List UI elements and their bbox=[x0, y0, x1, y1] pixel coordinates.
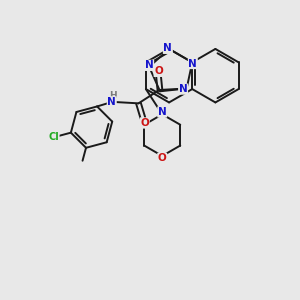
Text: N: N bbox=[179, 84, 188, 94]
Text: H: H bbox=[109, 91, 117, 100]
Text: O: O bbox=[140, 118, 149, 128]
Text: N: N bbox=[188, 58, 197, 68]
Text: Cl: Cl bbox=[48, 132, 59, 142]
Text: O: O bbox=[158, 153, 167, 163]
Text: N: N bbox=[145, 60, 154, 70]
Text: O: O bbox=[154, 66, 163, 76]
Text: N: N bbox=[164, 44, 172, 53]
Text: N: N bbox=[158, 107, 167, 117]
Text: N: N bbox=[107, 97, 116, 107]
